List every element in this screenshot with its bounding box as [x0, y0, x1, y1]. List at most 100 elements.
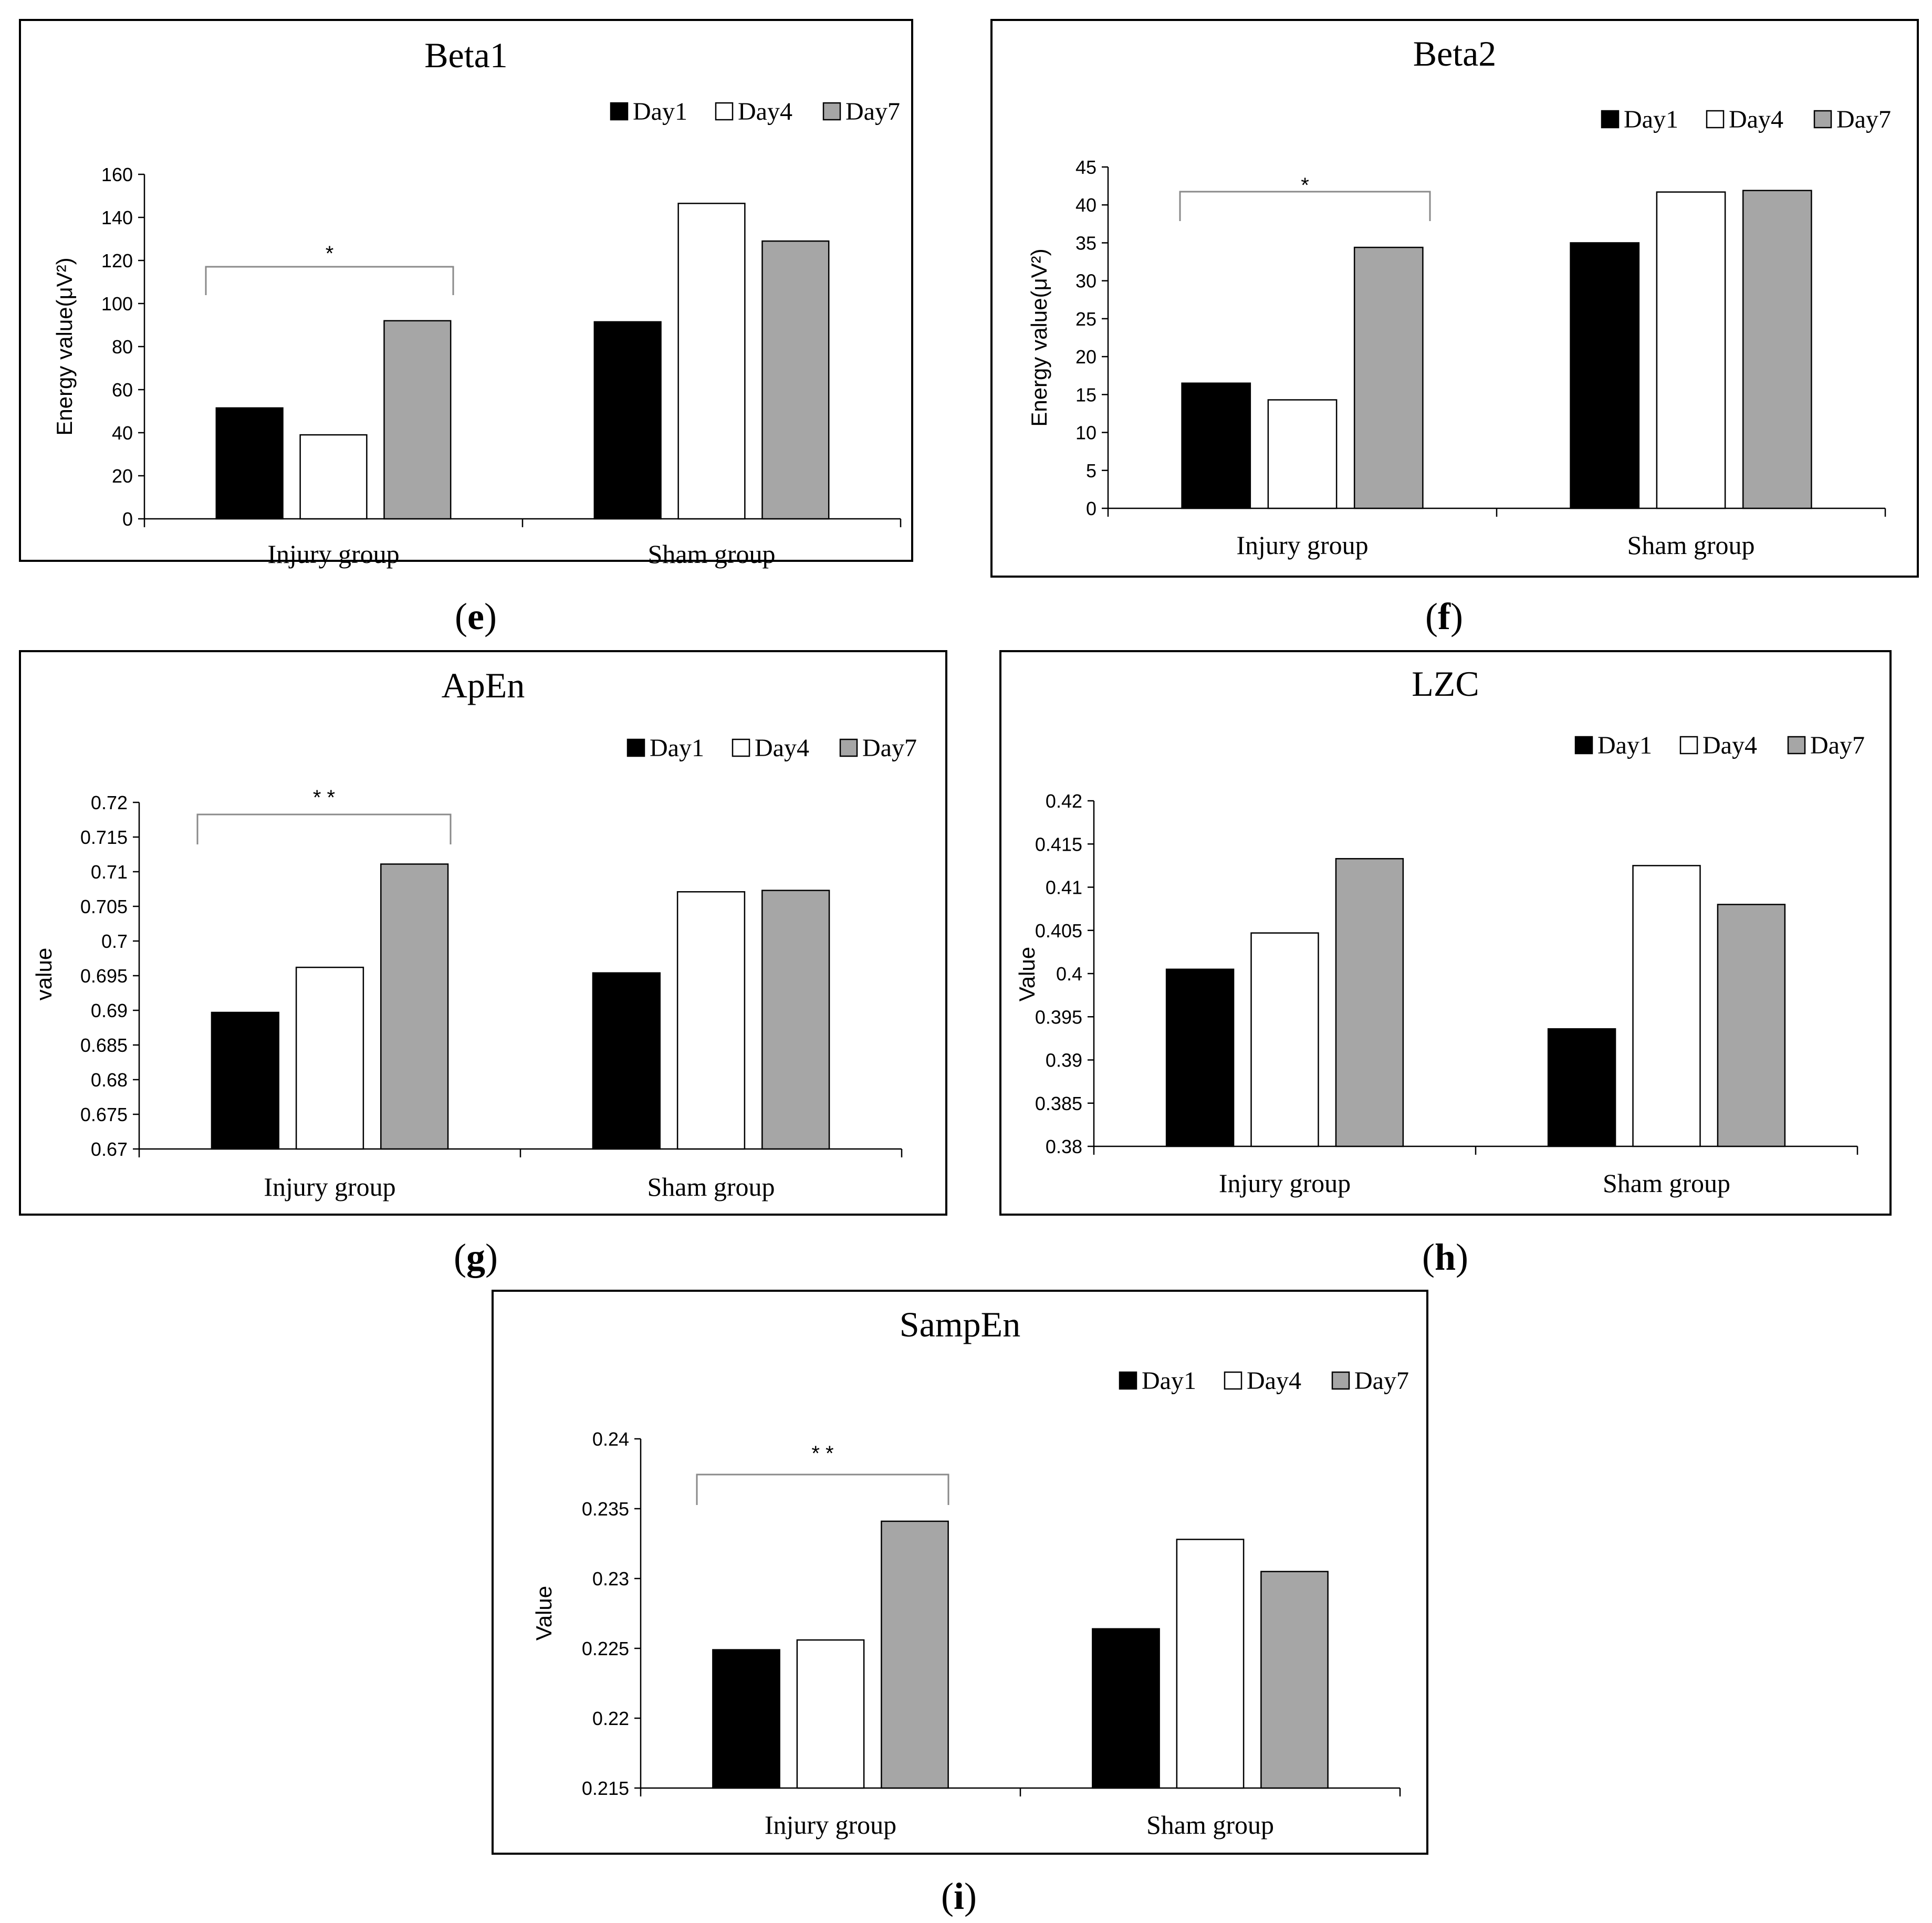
- y-tick-label: 0.67: [91, 1138, 128, 1160]
- panel-label: (g): [454, 1236, 498, 1278]
- y-tick-label: 0.705: [80, 896, 128, 917]
- legend-swatch-day7: [1813, 110, 1832, 129]
- legend-label-day7: Day7: [862, 734, 917, 762]
- legend-label-day4: Day4: [1247, 1367, 1301, 1395]
- y-tick-label: 25: [1075, 308, 1096, 330]
- y-tick-label: 0.415: [1035, 833, 1082, 855]
- y-axis-label: Value: [1015, 947, 1039, 1001]
- bar-day1-injury: [1181, 382, 1251, 509]
- y-tick-label: 30: [1075, 270, 1096, 292]
- legend-label-day7: Day7: [1836, 106, 1891, 133]
- chart-title: SampEn: [900, 1304, 1020, 1344]
- chart-panel-e: Beta1 Day1 Day4 Day7 0 20 40 60 80 100 120 140 160 En…: [19, 19, 913, 569]
- y-tick-label: 45: [1075, 156, 1096, 178]
- legend-swatch-day7: [1331, 1371, 1350, 1390]
- legend-label-day4: Day4: [755, 734, 809, 762]
- legend-label-day4: Day4: [738, 98, 792, 126]
- legend-label-day7: Day7: [1354, 1367, 1409, 1395]
- significance-bracket: [1179, 191, 1431, 221]
- y-tick-label: 120: [101, 250, 133, 271]
- y-tick-label: 0: [1086, 498, 1096, 519]
- legend-label-day7: Day7: [845, 98, 900, 126]
- significance-label: *: [1301, 174, 1309, 197]
- y-tick-label: 0.405: [1035, 920, 1082, 942]
- y-axis-label: value: [32, 948, 56, 1000]
- y-tick-label: 0.715: [80, 827, 128, 848]
- y-tick-label: 40: [112, 422, 133, 444]
- bar-day1-injury: [712, 1649, 780, 1789]
- y-tick-label: 0.225: [582, 1638, 629, 1659]
- legend-label-day4: Day4: [1703, 731, 1757, 759]
- y-tick-label: 0.235: [582, 1498, 629, 1520]
- y-tick-label: 15: [1075, 384, 1096, 405]
- legend-swatch-day1: [1119, 1371, 1137, 1390]
- bar-day4-sham: [1656, 191, 1726, 509]
- bar-day4-sham: [676, 891, 746, 1150]
- bar-day1-injury: [211, 1011, 279, 1150]
- y-tick-label: 35: [1075, 232, 1096, 254]
- legend-swatch-day1: [1574, 736, 1593, 755]
- y-tick-label: 0.395: [1035, 1006, 1082, 1028]
- y-tick-label: 0.71: [91, 861, 128, 883]
- y-tick-label: 0.685: [80, 1034, 128, 1056]
- x-category-label: Sham group: [1146, 1810, 1274, 1840]
- y-tick-label: 20: [1075, 346, 1096, 368]
- bar-day7-sham: [1717, 904, 1786, 1147]
- panel-letter: f: [1438, 595, 1451, 637]
- y-tick-label: 80: [112, 336, 133, 358]
- legend-swatch-day1: [1601, 110, 1620, 129]
- y-tick-label: 0.24: [592, 1428, 629, 1450]
- significance-bracket: [205, 266, 454, 295]
- legend-swatch-day4: [1679, 736, 1698, 755]
- significance-bracket: [696, 1473, 949, 1505]
- bar-day4-sham: [1632, 865, 1701, 1147]
- chart-title: ApEn: [442, 665, 525, 705]
- bar-day1-sham: [1547, 1028, 1616, 1147]
- x-category-label: Injury group: [1236, 530, 1368, 560]
- bar-day1-injury: [215, 407, 284, 520]
- x-category-label: Injury group: [264, 1172, 395, 1201]
- chart-panel-i: SampEn Day1 Day4 Day7 0.215 0.22 0.225 0.23 0.23…: [492, 1290, 1428, 1855]
- y-axis-label: Energy value(μV²): [52, 257, 77, 435]
- y-tick-label: 20: [112, 465, 133, 487]
- chart-panel-f: Beta2 Day1 Day4 Day7 0 5 10 15 20 25 30 35 40 45 Energ…: [990, 19, 1919, 578]
- y-tick-label: 140: [101, 207, 133, 228]
- legend-label-day4: Day4: [1729, 106, 1783, 133]
- bar-day1-sham: [593, 321, 662, 520]
- bar-day4-injury: [295, 966, 364, 1150]
- bar-day7-sham: [761, 890, 830, 1150]
- legend-label-day1: Day1: [650, 734, 704, 762]
- y-tick-label: 0.72: [91, 792, 128, 813]
- x-category-label: Injury group: [267, 539, 399, 569]
- y-tick-label: 0.38: [1046, 1136, 1082, 1157]
- chart-title: Beta2: [1413, 34, 1497, 74]
- bar-day7-injury: [1353, 246, 1424, 509]
- y-tick-label: 60: [112, 379, 133, 401]
- legend-label-day1: Day1: [1142, 1367, 1196, 1395]
- legend-swatch-day4: [732, 738, 750, 757]
- x-category-label: Injury group: [1219, 1168, 1351, 1198]
- y-tick-label: 0.39: [1046, 1050, 1082, 1071]
- legend-swatch-day4: [1224, 1371, 1242, 1390]
- legend-label-day1: Day1: [633, 98, 687, 126]
- y-tick-label: 10: [1075, 422, 1096, 444]
- bar-day4-sham: [677, 203, 746, 520]
- bar-day4-sham: [1176, 1539, 1245, 1789]
- bar-day7-injury: [383, 320, 452, 520]
- significance-label: * *: [811, 1442, 833, 1465]
- y-tick-label: 0.695: [80, 965, 128, 987]
- bar-day1-sham: [592, 972, 661, 1150]
- y-tick-label: 0: [122, 508, 133, 530]
- panel-label: (h): [1422, 1236, 1468, 1278]
- y-axis-label: Value: [531, 1586, 556, 1640]
- bar-day1-sham: [1570, 242, 1640, 509]
- y-tick-label: 0.22: [592, 1708, 629, 1729]
- y-tick-label: 0.7: [101, 931, 128, 952]
- significance-label: * *: [313, 786, 335, 809]
- significance-bracket: [196, 813, 452, 844]
- bar-day4-injury: [796, 1639, 865, 1789]
- legend-swatch-day4: [1706, 110, 1725, 129]
- y-tick-label: 0.385: [1035, 1093, 1082, 1114]
- chart-panel-g: ApEn Day1 Day4 Day7 0.67 0.675 0.68 0.685 0.69 0.…: [19, 650, 947, 1216]
